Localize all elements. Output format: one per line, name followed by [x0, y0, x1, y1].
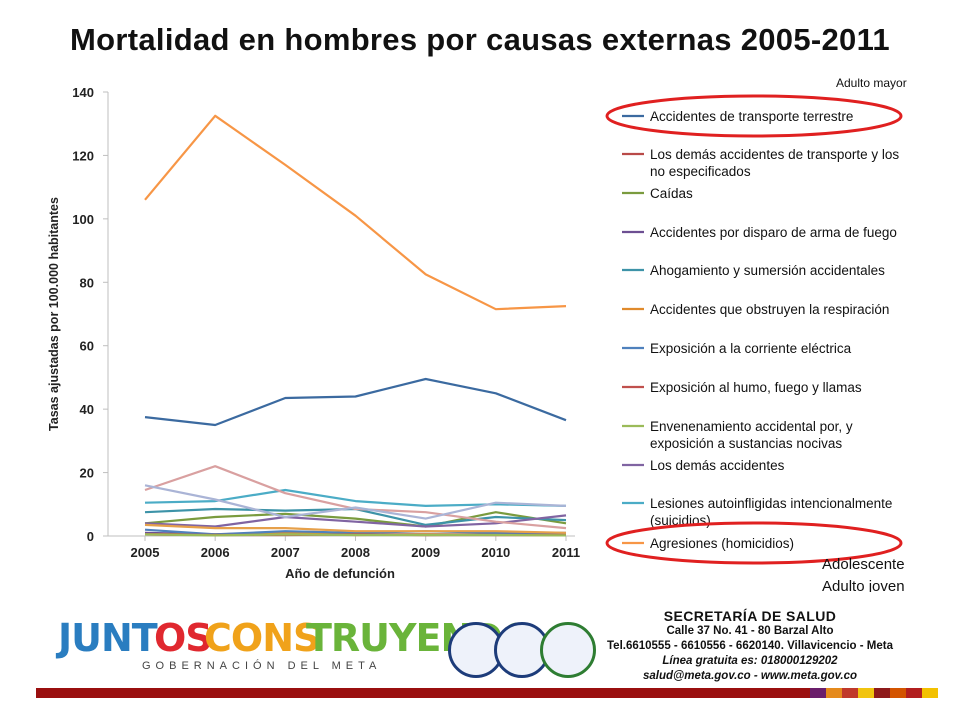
color-bar-square — [906, 688, 922, 698]
color-bar-square — [890, 688, 906, 698]
y-tick-label: 40 — [80, 402, 94, 417]
footer-color-bar — [36, 688, 938, 698]
y-tick-label: 60 — [80, 339, 94, 354]
x-tick-label: 2008 — [341, 545, 370, 560]
gobernacion-seal-icon — [448, 622, 504, 678]
legend-label-6: Exposición a la corriente eléctrica — [650, 341, 852, 356]
address-line: Calle 37 No. 41 - 80 Barzal Alto — [666, 625, 834, 637]
y-tick-label: 80 — [80, 275, 94, 290]
y-tick-label: 0 — [87, 529, 94, 544]
secretaria-contact-block: SECRETARÍA DE SALUD Calle 37 No. 41 - 80… — [580, 608, 920, 684]
legend-label-3: Accidentes por disparo de arma de fuego — [650, 225, 897, 240]
hotline-line: Línea gratuita es: 018000129202 — [662, 655, 838, 667]
x-tick-label: 2011 — [552, 545, 580, 560]
y-tick-label: 100 — [72, 212, 94, 227]
legend-label-8: Envenenamiento accidental por, y exposici… — [650, 419, 853, 451]
legend-highlight-circle-11 — [605, 521, 903, 565]
color-bar-square — [826, 688, 842, 698]
series-line-0 — [144, 377, 567, 427]
series-line-13 — [144, 484, 567, 520]
secretaria-title: SECRETARÍA DE SALUD — [663, 608, 837, 624]
note-adulto-joven: Adulto joven — [822, 578, 905, 595]
y-axis-label: Tasas ajustadas por 100.000 habitantes — [47, 197, 61, 431]
series-line-12 — [144, 465, 567, 530]
legend-label-5: Accidentes que obstruyen la respiración — [650, 302, 889, 317]
legend-label-11: Agresiones (homicidios) — [650, 536, 794, 551]
series-line-11 — [144, 114, 567, 311]
color-bar-square — [922, 688, 938, 698]
color-bar-square — [874, 688, 890, 698]
color-bar-square — [810, 688, 826, 698]
color-bar-square — [842, 688, 858, 698]
series-line-8 — [144, 533, 567, 537]
color-bar-square — [858, 688, 874, 698]
legend-label-0: Accidentes de transporte terrestre — [650, 109, 853, 124]
x-axis-label: Año de defunción — [285, 566, 395, 581]
page-title: Mortalidad en hombres por causas externa… — [70, 22, 890, 57]
legend-label-9: Los demás accidentes — [650, 458, 785, 473]
note-adolescente: Adolescente — [822, 556, 905, 573]
x-tick-label: 2010 — [481, 545, 510, 560]
line-chart: 0 20 40 60 80 100 120 140 2005 2006 2007 2008 2009 20… — [47, 85, 903, 581]
series-line-9 — [144, 514, 567, 528]
y-tick-label: 140 — [72, 85, 94, 100]
note-adulto-mayor: Adulto mayor — [836, 76, 907, 90]
y-tick-label: 120 — [72, 148, 94, 163]
x-tick-label: 2005 — [131, 545, 160, 560]
legend-highlight-circle-0 — [605, 94, 903, 138]
logo-subtitle: GOBERNACIÓN DEL META — [142, 660, 382, 672]
legend-label-2: Caídas — [650, 186, 693, 201]
series-line-14 — [144, 523, 567, 534]
phone-line: Tel.6610555 - 6610556 - 6620140. Villavi… — [607, 640, 893, 652]
iqnet-certification-icon — [540, 622, 596, 678]
contact-line: salud@meta.gov.co - www.meta.gov.co — [642, 670, 857, 682]
x-tick-label: 2007 — [271, 545, 300, 560]
juntos-construyendo-logo: JUNT OS CONS TRUYENDO GOBERNACIÓN DEL ME… — [58, 616, 534, 672]
legend-label-7: Exposición al humo, fuego y llamas — [650, 380, 862, 395]
x-tick-label: 2006 — [201, 545, 230, 560]
legend-label-1: Los demás accidentes de transporte y los… — [650, 147, 899, 179]
series-line-2 — [144, 511, 567, 528]
y-tick-label: 20 — [80, 466, 94, 481]
legend-label-4: Ahogamiento y sumersión accidentales — [650, 263, 885, 278]
x-tick-label: 2009 — [411, 545, 440, 560]
series-line-10 — [144, 488, 567, 507]
